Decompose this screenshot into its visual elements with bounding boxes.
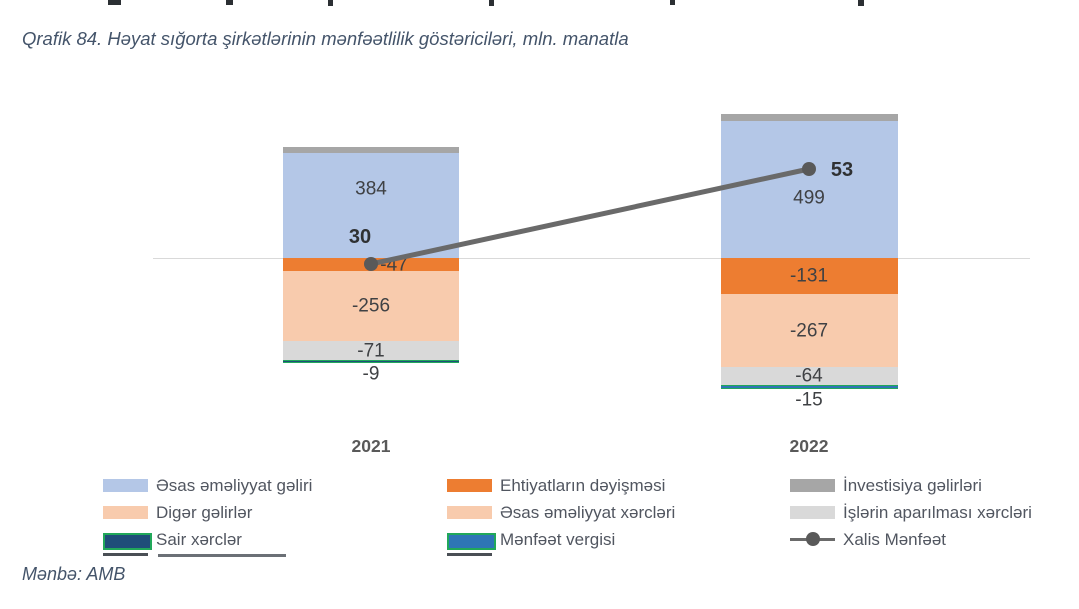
menfeet-vergisi-segment [720, 385, 898, 389]
clipped-text-fragment [858, 0, 864, 6]
net-profit-label: 53 [830, 159, 854, 181]
legend-label: Mənfəət vergisi [500, 530, 616, 549]
segment-label: -64 [795, 365, 823, 387]
chart-title: Qrafik 84. Həyat sığorta şirkətlərinin m… [22, 28, 629, 49]
segment-label: 499 [793, 187, 825, 208]
source-note: Mənbə: AMB [22, 564, 126, 584]
islerin-aparilmasi-xercleri-segment [283, 341, 459, 360]
legend-label: İnvestisiya gəlirləri [843, 476, 982, 495]
legend-swatch [103, 479, 148, 492]
legend-label: Əsas əməliyyat xərcləri [500, 503, 676, 522]
net-profit-line [364, 162, 816, 271]
esas-emeliyyat-xercleri-segment [283, 271, 459, 341]
clipped-text-fragment [108, 0, 121, 5]
axis-label-2022: 2022 [789, 436, 829, 456]
legend-label: Əsas əməliyyat gəliri [156, 476, 313, 495]
legend-swatch [447, 479, 492, 492]
segment-label: -256 [351, 295, 391, 317]
segment-label: -131 [789, 265, 829, 287]
axis-label-2021: 2021 [351, 436, 391, 456]
legend-label: Digər gəlirlər [156, 503, 253, 522]
segment-label: -9 [362, 363, 380, 385]
legend-swatch [103, 506, 148, 519]
clipped-text-fragment [670, 0, 675, 5]
sair-xercler-segment [283, 360, 459, 363]
legend-label: Ehtiyatların dəyişməsi [500, 476, 666, 495]
legend-swatch [790, 479, 835, 492]
islerin-aparilmasi-xercleri-segment [720, 367, 898, 385]
investisiya-gelirleri-segment [720, 114, 898, 121]
legend-swatch [790, 506, 835, 519]
legend-label: İşlərin aparılması xərcləri [843, 503, 1032, 522]
clipped-text-fragment [226, 0, 233, 5]
clipped-swatch-fragment [447, 553, 492, 556]
segment-label: -15 [795, 389, 823, 411]
net-profit-label: 30 [348, 226, 372, 248]
legend-swatch [103, 533, 152, 550]
clipped-swatch-fragment [103, 553, 148, 556]
legend-swatch [447, 533, 496, 550]
investisiya-gelirleri-segment [283, 147, 459, 153]
clipped-text-fragment [158, 554, 286, 557]
segment-label: -267 [789, 320, 829, 341]
clipped-text-fragment [489, 0, 494, 6]
ehtiyatlarin-deyismesi-segment [283, 258, 459, 271]
net-profit-dot-swatch [806, 532, 820, 546]
legend-swatch [447, 506, 492, 519]
chart-plot-area: 384 -47 -256 -71 -9 499 -131 -267 -64 -15 30 53 2021… [153, 114, 1030, 456]
segment-label: -71 [357, 340, 385, 361]
legend-label: Xalis Mənfəət [843, 530, 946, 549]
legend-label: Sair xərclər [156, 530, 242, 549]
segment-label: 384 [355, 178, 387, 199]
clipped-text-fragment [328, 0, 333, 6]
esas-emeliyyat-xercleri-segment [720, 294, 898, 367]
